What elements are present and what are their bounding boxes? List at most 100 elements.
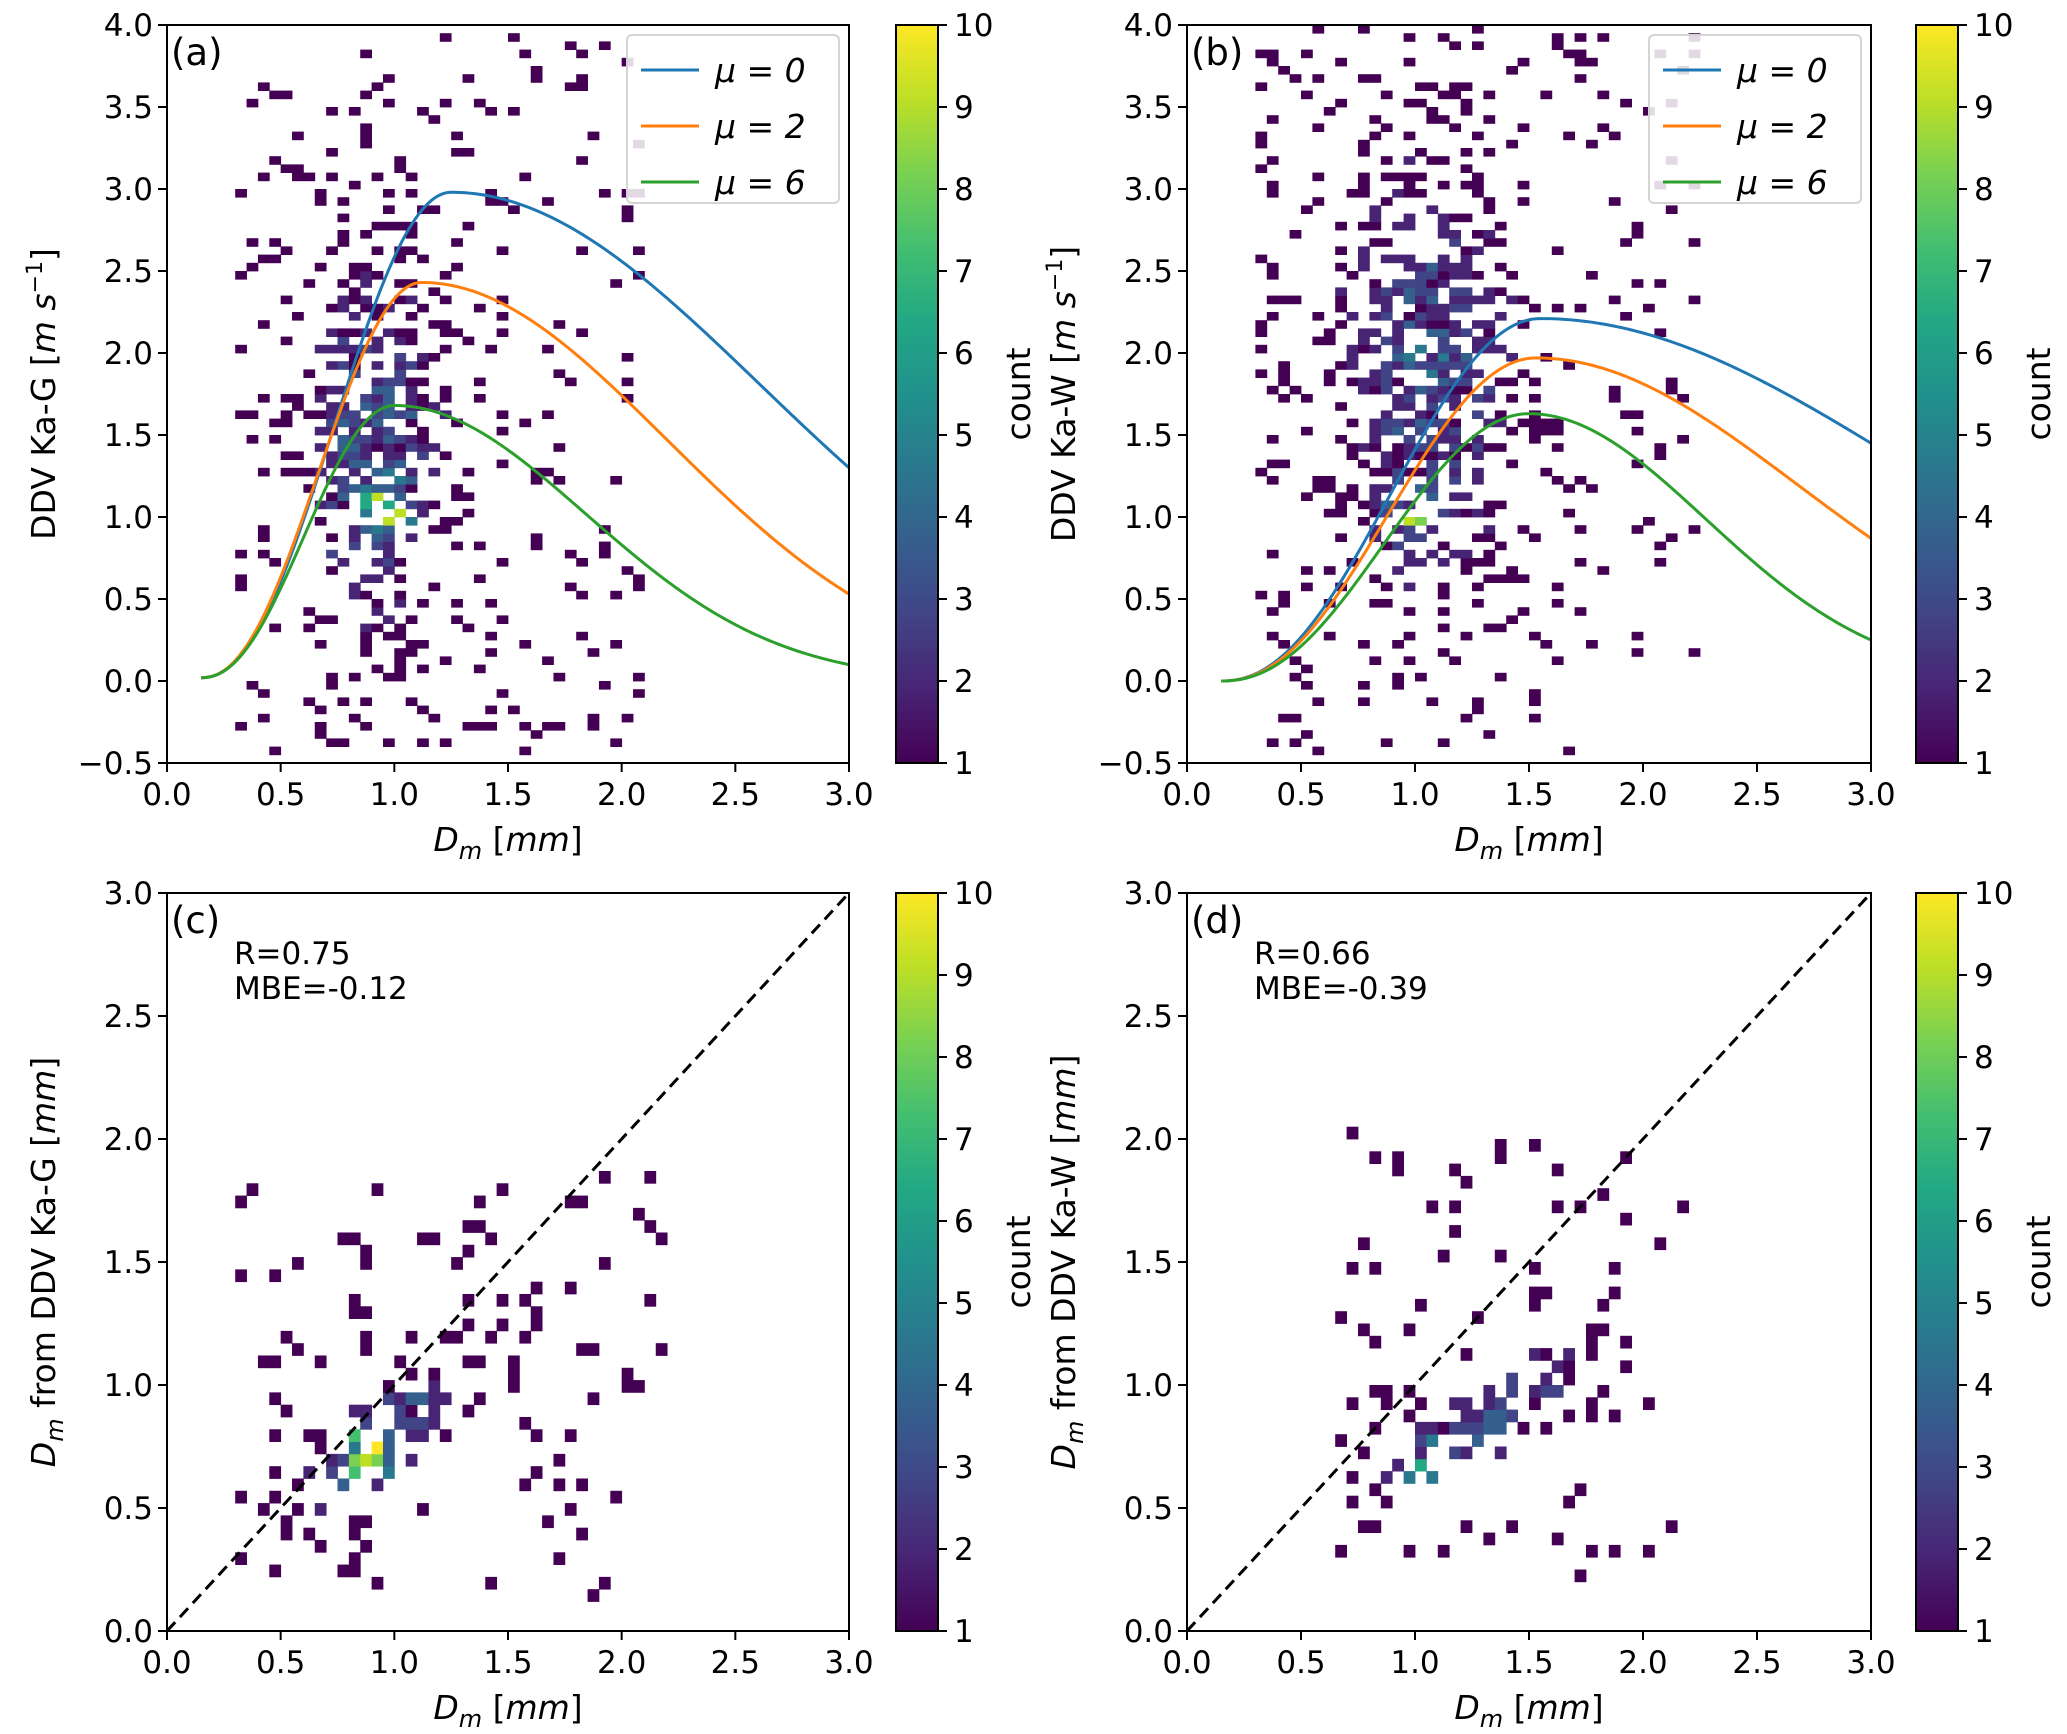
- histogram-cell: [1529, 1139, 1541, 1152]
- histogram-cell: [1415, 517, 1427, 526]
- histogram-cell: [1323, 369, 1336, 378]
- colorbar-tick-label: 6: [1974, 1204, 1994, 1240]
- histogram-cell: [1301, 681, 1313, 690]
- histogram-cell: [257, 254, 270, 264]
- histogram-cell: [337, 558, 350, 567]
- annotation-0: R=0.75: [234, 936, 351, 972]
- histogram-cell: [496, 615, 509, 624]
- histogram-cell: [1380, 738, 1393, 747]
- histogram-cell: [1369, 238, 1382, 247]
- histogram-cell: [1494, 1249, 1507, 1263]
- histogram-cell: [1301, 49, 1313, 59]
- histogram-cell: [348, 713, 361, 723]
- histogram-cell: [1392, 287, 1404, 296]
- histogram-cell: [1369, 328, 1382, 337]
- histogram-cell: [382, 385, 395, 395]
- histogram-cell: [360, 131, 372, 141]
- histogram-cell: [1529, 377, 1541, 387]
- histogram-cell: [1631, 221, 1644, 231]
- histogram-cell: [1415, 533, 1427, 542]
- histogram-cell: [1449, 492, 1461, 501]
- histogram-cell: [1688, 238, 1701, 247]
- histogram-cell: [1460, 213, 1473, 223]
- histogram-cell: [1437, 361, 1450, 370]
- histogram-cell: [1278, 640, 1290, 649]
- histogram-cell: [1540, 1421, 1553, 1435]
- histogram-cell: [1266, 607, 1279, 616]
- histogram-cell: [394, 648, 407, 657]
- histogram-cell: [1266, 631, 1279, 641]
- histogram-cell: [1380, 459, 1393, 469]
- histogram-cell: [530, 1306, 543, 1319]
- histogram-cell: [1403, 549, 1416, 559]
- histogram-cell: [394, 476, 407, 485]
- y-tick-label: 2.0: [104, 336, 153, 372]
- histogram-cell: [576, 590, 588, 600]
- histogram-cell: [394, 361, 407, 370]
- y-tick-label: 1.0: [1124, 1368, 1173, 1404]
- histogram-cell: [1506, 271, 1518, 280]
- colorbar-tick-label: 3: [954, 582, 974, 618]
- histogram-cell: [269, 254, 282, 264]
- histogram-cell: [439, 33, 452, 42]
- histogram-cell: [473, 722, 486, 731]
- histogram-cell: [610, 279, 623, 288]
- histogram-cell: [348, 271, 361, 280]
- histogram-cell: [1631, 459, 1644, 469]
- histogram-cell: [1437, 156, 1450, 165]
- histogram-cell: [292, 451, 304, 460]
- histogram-cell: [519, 49, 532, 59]
- x-tick-label: 0.5: [1276, 1645, 1325, 1681]
- histogram-cell: [360, 1453, 372, 1467]
- histogram-cell: [1380, 287, 1393, 296]
- histogram-cell: [1574, 303, 1587, 313]
- histogram-cell: [1255, 82, 1268, 91]
- histogram-cell: [1415, 451, 1427, 460]
- histogram-cell: [280, 394, 293, 403]
- histogram-cell: [1517, 197, 1530, 206]
- histogram-cell: [1449, 1446, 1461, 1460]
- colorbar-tick-label: 6: [1974, 336, 1994, 372]
- histogram-cell: [326, 148, 338, 157]
- histogram-cell: [1335, 1434, 1347, 1447]
- histogram-cell: [462, 508, 475, 518]
- histogram-cell: [405, 443, 418, 452]
- histogram-cell: [371, 1576, 384, 1590]
- histogram-cell: [360, 484, 372, 493]
- histogram-cell: [1472, 476, 1484, 485]
- histogram-cell: [371, 221, 384, 231]
- histogram-cell: [1449, 230, 1461, 239]
- histogram-cell: [1426, 287, 1439, 296]
- histogram-cell: [1437, 221, 1450, 231]
- histogram-cell: [1472, 443, 1484, 452]
- histogram-cell: [1643, 303, 1655, 313]
- histogram-cell: [1449, 82, 1461, 91]
- histogram-cell: [1415, 467, 1427, 477]
- histogram-cell: [428, 402, 441, 411]
- histogram-cell: [1312, 697, 1325, 706]
- histogram-cell: [1392, 328, 1404, 337]
- histogram-cell: [473, 574, 486, 583]
- histogram-cell: [1380, 508, 1393, 518]
- histogram-cell: [1472, 697, 1484, 706]
- histogram-cell: [371, 541, 384, 551]
- histogram-cell: [1369, 500, 1382, 510]
- histogram-cell: [337, 443, 350, 452]
- histogram-cell: [1460, 303, 1473, 313]
- histogram-cell: [1415, 320, 1427, 329]
- colorbar-tick-label: 5: [954, 1286, 974, 1322]
- histogram-cell: [371, 394, 384, 403]
- histogram-cell: [1517, 180, 1530, 190]
- histogram-cell: [382, 377, 395, 387]
- histogram-cell: [1426, 295, 1439, 305]
- histogram-cell: [235, 1195, 247, 1209]
- histogram-cell: [1312, 312, 1325, 321]
- histogram-cell: [439, 451, 452, 460]
- histogram-cell: [269, 1269, 282, 1283]
- histogram-cell: [610, 1490, 623, 1504]
- histogram-cell: [473, 1355, 486, 1369]
- histogram-cell: [1392, 459, 1404, 469]
- histogram-cell: [587, 1589, 600, 1602]
- histogram-cell: [1392, 221, 1404, 231]
- histogram-cell: [360, 508, 372, 518]
